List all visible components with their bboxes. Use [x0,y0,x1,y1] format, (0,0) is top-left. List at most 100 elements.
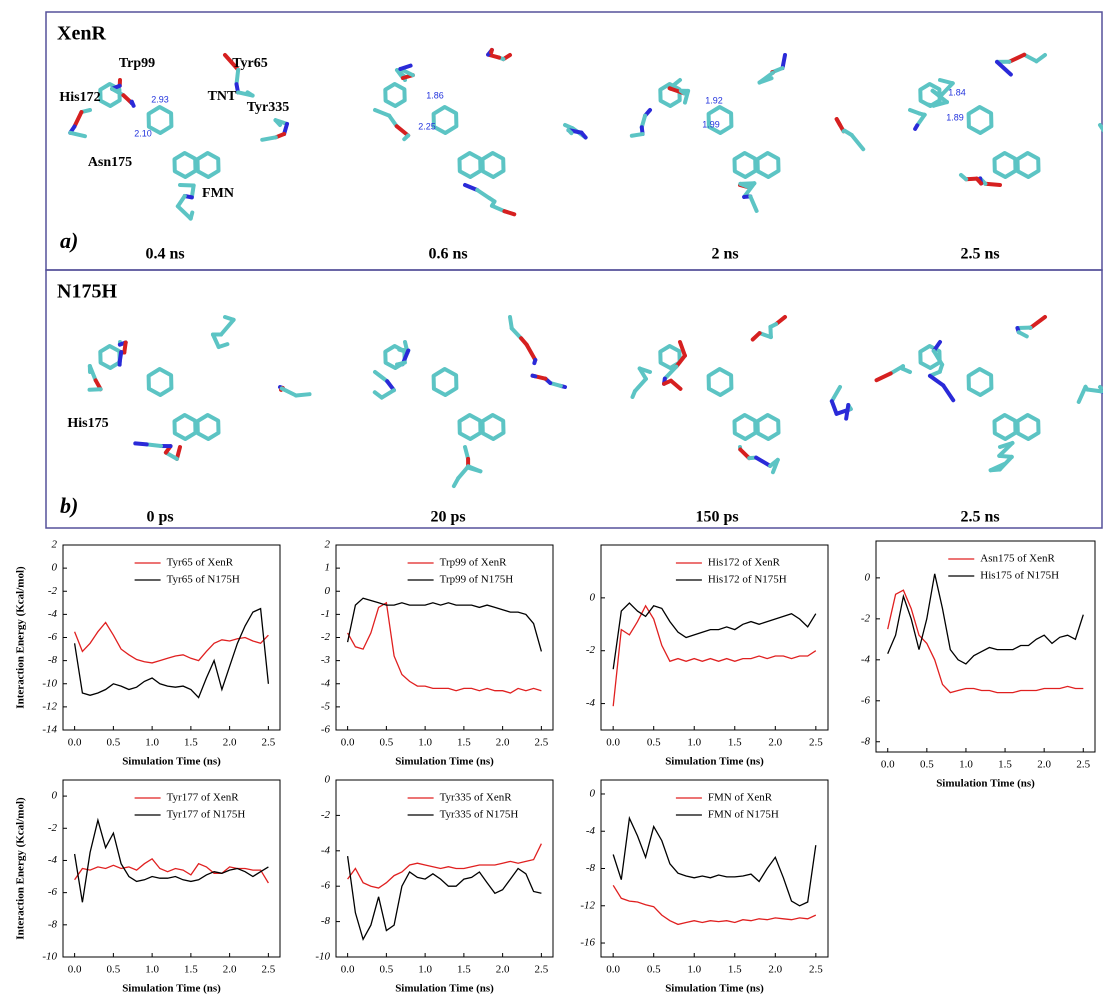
y-tick-label: 2 [52,539,58,551]
y-tick-label: -2 [321,809,331,821]
residue-label: Tyr65 [232,56,268,71]
molecule-bond [372,390,384,400]
molecule-bond [395,360,407,367]
x-tick-label: 0.0 [68,964,82,976]
molecule-bond [524,342,538,362]
distance-label: 1.89 [946,112,964,122]
plot-frame [600,779,829,958]
x-tick-label: 2.0 [1037,759,1051,771]
legend-label: Tyr177 of N175H [167,809,246,821]
y-tick-label: -10 [42,677,57,689]
molecule-bond [874,371,893,383]
y-tick-label: -2 [48,822,58,834]
y-tick-label: -2 [321,631,331,643]
legend-label: Tyr65 of XenR [167,557,234,569]
y-tick-label: -4 [321,677,331,689]
molecule-bond [175,204,193,221]
molecule-bond [219,317,236,337]
molecule-ring [195,151,221,179]
molecule-bond [489,203,507,214]
molecule-bond [930,88,949,105]
residue-label: TNT [208,89,237,104]
x-tick-label: 2.0 [223,737,237,749]
plot-frame [600,544,829,731]
data-line [73,607,270,699]
x-tick-label: 2.5 [809,964,823,976]
molecule-bond [398,63,413,71]
panel-label: a) [60,228,78,253]
x-tick-label: 1.0 [687,964,701,976]
molecule-bond [175,194,187,209]
x-tick-label: 1.5 [457,737,471,749]
molecule-ring [172,151,198,179]
time-label: 150 ps [695,509,738,526]
molecule-bond [668,378,683,391]
molecule-ring [383,82,407,108]
molecule-bond [87,387,103,392]
y-tick-label: -4 [321,844,331,856]
molecule-bond [958,172,969,182]
molecule-bond [754,455,773,468]
data-line [346,597,543,652]
x-tick-label: 1.0 [145,737,159,749]
x-tick-label: 2.0 [768,737,782,749]
data-line [74,857,269,884]
molecule-ring [706,105,734,135]
molecule-bond [223,53,241,72]
molecule-ring [172,413,198,441]
molecule-bond [674,353,687,369]
molecule-ring [480,413,506,441]
y-tick-label: -4 [861,653,871,665]
data-line [347,843,542,889]
molecule-bond [279,386,299,398]
y-tick-label: -10 [42,951,57,963]
molecule-bond [678,340,687,358]
molecule-bond [849,132,866,152]
molecule-bond [210,332,221,350]
molecule-ring [98,82,122,108]
molecule-ring [146,105,174,135]
x-tick-label: 1.0 [418,737,432,749]
y-tick-label: 1 [325,562,331,574]
x-tick-label: 0.0 [341,737,355,749]
y-tick-label: -2 [586,644,596,656]
legend-label: FMN of N175H [708,809,779,821]
x-tick-label: 2.0 [768,964,782,976]
legend-label: His175 of N175H [980,570,1059,582]
molecule-bond [463,183,480,193]
plot-frame [335,779,554,958]
panel-b-frame [45,269,1103,529]
molecule-ring [966,367,994,397]
molecule-bond [925,102,936,108]
molecule-bond [188,210,195,221]
molecule-ring [431,367,459,397]
molecule-bond [995,59,1013,77]
molecule-ring [146,367,174,397]
molecule-bond [373,108,392,118]
y-tick-label: -4 [586,697,596,709]
x-tick-label: 0.0 [341,964,355,976]
molecule-bond [68,130,87,139]
molecule-bond [379,388,396,400]
molecule-bond [844,402,851,421]
y-tick-label: -4 [586,825,596,837]
legend-label: Asn175 of XenR [980,553,1055,565]
molecule-bond [260,135,278,142]
molecule-bond [630,389,637,399]
molecule-bond [144,442,164,449]
x-tick-label: 1.5 [457,964,471,976]
molecule-bond [915,112,927,128]
molecule-bond [632,376,648,394]
molecule-ring [658,344,682,370]
molecule-bond [662,364,679,381]
molecule-ring [195,413,221,441]
y-tick-label: -3 [321,654,331,666]
molecule-bond [489,47,494,55]
molecule-bond [983,181,1002,187]
y-tick-label: -6 [321,880,331,892]
x-tick-label: 1.5 [728,964,742,976]
molecule-ring [966,105,994,135]
y-tick-label: -8 [861,735,871,747]
molecule-bond [509,326,524,341]
residue-label: His175 [67,416,108,431]
